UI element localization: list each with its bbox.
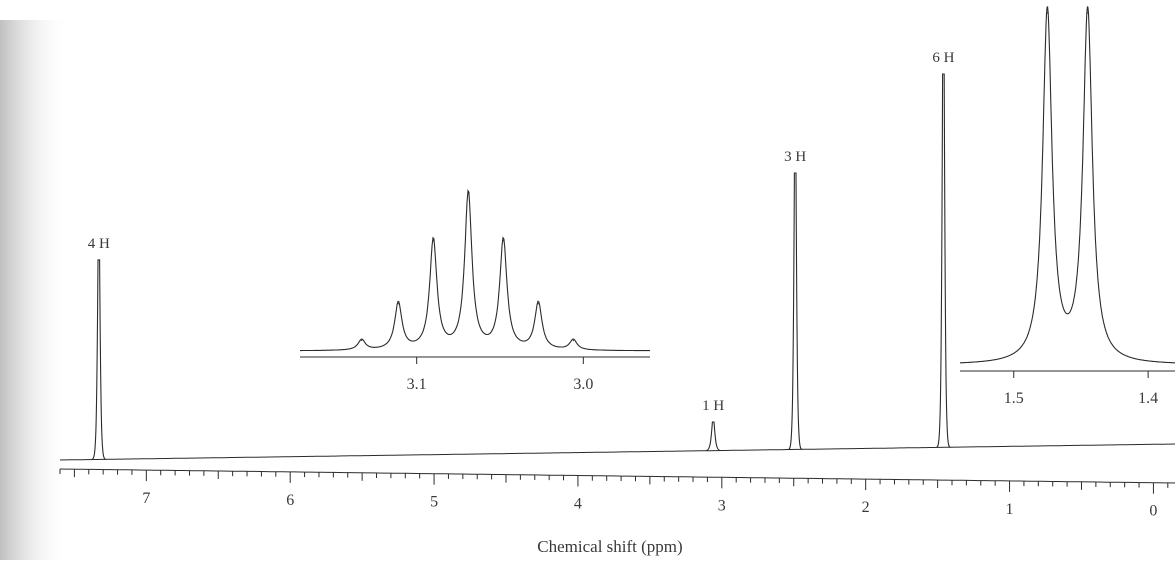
septet-peak-0 [361, 339, 363, 342]
peak-7.33 [91, 259, 106, 460]
septet-tick-label-3.0: 3.0 [573, 376, 593, 393]
x-tick-label-1: 1 [1006, 501, 1014, 518]
x-tick-label-3: 3 [718, 497, 726, 514]
main-x-axis: 7 6 5 4 3 2 1 0 [59, 468, 1175, 520]
septet-peak-1 [397, 303, 399, 305]
septet-peak-2 [432, 240, 434, 242]
doublet-tick-label-1.4: 1.4 [1138, 390, 1158, 407]
x-tick-label-2: 2 [862, 499, 870, 516]
x-tick-label-0: 0 [1149, 503, 1157, 520]
septet-peak-4 [502, 240, 504, 242]
septet-peak-6 [572, 339, 574, 342]
page-binding-shadow [0, 20, 70, 560]
x-tick-label-5: 5 [430, 494, 438, 511]
main-spectrum-layer [59, 73, 1175, 461]
septet-peak-3 [467, 192, 469, 195]
peak-1.46 [936, 73, 951, 448]
doublet-peak-0 [1046, 12, 1048, 14]
doublet-trace [960, 6, 1175, 364]
x-axis-line [59, 468, 1175, 484]
septet-inset: 3.1 3.0 [300, 188, 650, 393]
doublet-peak-1 [1087, 12, 1089, 14]
doublet-inset: 1.5 1.4 [960, 6, 1175, 407]
integral-label-1: 1 H [702, 398, 724, 414]
x-tick-label-6: 6 [286, 492, 294, 509]
integral-label-2: 3 H [784, 149, 806, 165]
integral-labels: 4 H 1 H 3 H 6 H [88, 50, 955, 414]
septet-peak-5 [537, 303, 539, 305]
spectrum-baseline [59, 443, 1175, 461]
x-tick-label-7: 7 [142, 490, 150, 507]
doublet-tick-label-1.5: 1.5 [1004, 390, 1024, 407]
integral-label-0: 4 H [88, 236, 110, 252]
peak-2.49 [788, 172, 803, 451]
x-tick-label-4: 4 [574, 496, 582, 513]
septet-trace [300, 188, 650, 352]
integral-label-3: 6 H [932, 50, 954, 66]
peak-3.06 [706, 421, 721, 452]
septet-tick-label-3.1: 3.1 [407, 376, 427, 393]
x-axis-title: Chemical shift (ppm) [537, 537, 682, 556]
